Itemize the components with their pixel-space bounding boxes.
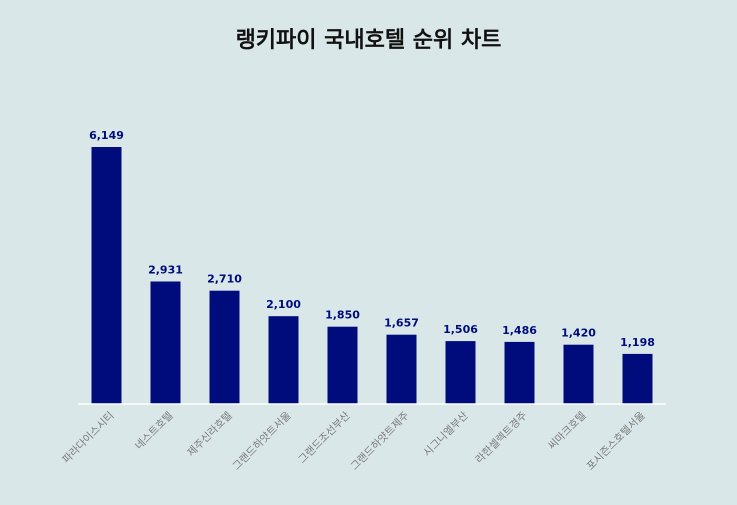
value-label-4: 1,850 [325, 309, 360, 322]
tick-label-3: 그랜드하얏트서울 [230, 409, 294, 473]
bar-4 [327, 326, 358, 404]
tick-label-1: 네스트호텔 [133, 410, 176, 453]
value-label-0: 6,149 [89, 129, 124, 142]
tick-label-8: 씨마크호텔 [546, 410, 589, 453]
bar-1 [150, 281, 181, 404]
tick-label-5: 그랜드하얏트제주 [348, 409, 412, 473]
bar-0 [91, 147, 122, 404]
tick-label-7: 라한셀렉트경주 [473, 409, 530, 466]
value-label-9: 1,198 [620, 336, 655, 349]
value-label-7: 1,486 [502, 324, 537, 337]
bar-7 [504, 341, 535, 404]
tick-label-4: 그랜드조선부산 [296, 409, 353, 466]
value-label-1: 2,931 [148, 264, 183, 277]
bar-9 [622, 353, 653, 404]
bar-5 [386, 334, 417, 404]
chart-title: 랭키파이 국내호텔 순위 차트 [235, 28, 502, 53]
bar-2 [209, 290, 240, 404]
value-label-8: 1,420 [561, 327, 596, 340]
value-labels-group: 6,149 2,931 2,710 2,100 1,850 1,657 1,506 1,486… [89, 129, 655, 349]
value-label-3: 2,100 [266, 298, 301, 311]
bars-group [91, 147, 653, 404]
value-label-2: 2,710 [207, 273, 242, 286]
bar-3 [268, 316, 299, 404]
tick-label-6: 시그니엘부산 [420, 409, 470, 459]
bar-6 [445, 341, 476, 404]
tick-label-9: 포시즌스호텔서울 [584, 409, 647, 472]
tick-label-2: 제주신라호텔 [185, 410, 234, 459]
value-label-5: 1,657 [384, 317, 419, 330]
value-label-6: 1,506 [443, 323, 478, 336]
tick-label-0: 파라다이스시티 [60, 410, 116, 466]
bar-8 [563, 344, 594, 404]
